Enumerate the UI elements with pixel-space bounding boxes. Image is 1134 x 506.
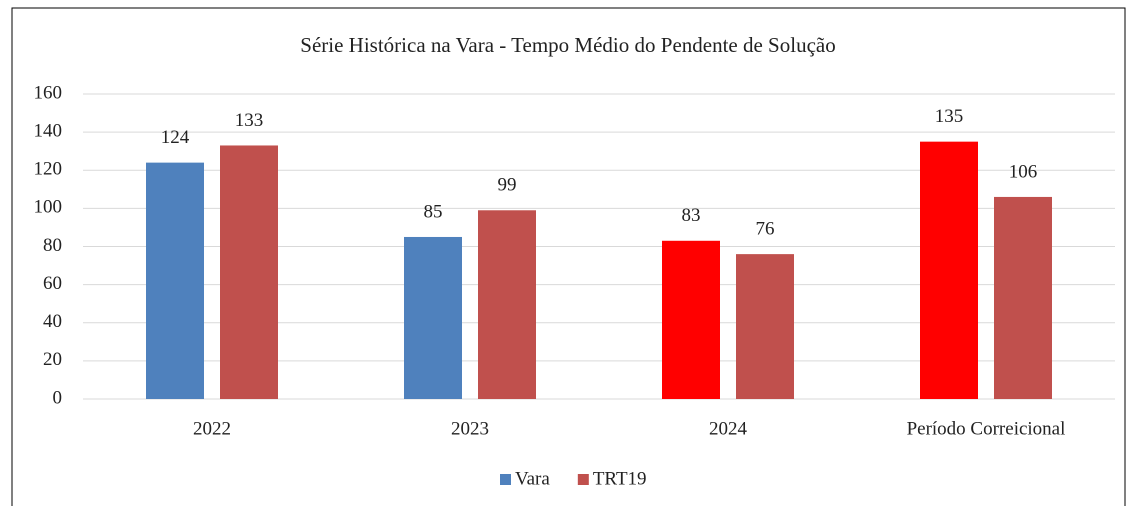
bar: [994, 196, 1052, 399]
bar: [478, 210, 536, 399]
legend-swatch: [577, 474, 589, 485]
x-tick-label: 2022: [193, 418, 231, 439]
data-label: 135: [935, 106, 964, 127]
data-label: 124: [161, 127, 190, 148]
y-tick-label: 120: [34, 159, 63, 180]
y-tick-label: 100: [34, 197, 63, 218]
y-tick-label: 60: [43, 273, 62, 294]
x-tick-label: 2024: [709, 418, 748, 439]
bar: [146, 162, 204, 399]
data-label: 76: [756, 218, 775, 239]
legend-swatch: [500, 474, 511, 485]
bar: [662, 240, 720, 399]
data-label: 85: [424, 201, 443, 222]
chart-frame: [11, 7, 1126, 506]
bar: [736, 254, 794, 399]
y-tick-label: 80: [43, 235, 62, 256]
data-label: 99: [498, 175, 517, 196]
legend-label: TRT19: [593, 468, 647, 489]
data-label: 83: [682, 205, 701, 226]
bar: [920, 141, 978, 399]
y-tick-label: 160: [34, 82, 63, 103]
chart-title: Série Histórica na Vara - Tempo Médio do…: [300, 33, 835, 57]
x-tick-label: Período Correicional: [907, 418, 1066, 439]
y-tick-label: 20: [43, 349, 62, 370]
y-tick-label: 40: [43, 311, 62, 332]
y-tick-label: 0: [53, 387, 63, 408]
x-tick-label: 2023: [451, 418, 489, 439]
data-label: 133: [235, 110, 264, 131]
y-tick-label: 140: [34, 120, 63, 141]
bar: [220, 145, 278, 399]
data-label: 106: [1009, 161, 1038, 182]
legend-label: Vara: [515, 468, 550, 489]
bar: [404, 236, 462, 399]
